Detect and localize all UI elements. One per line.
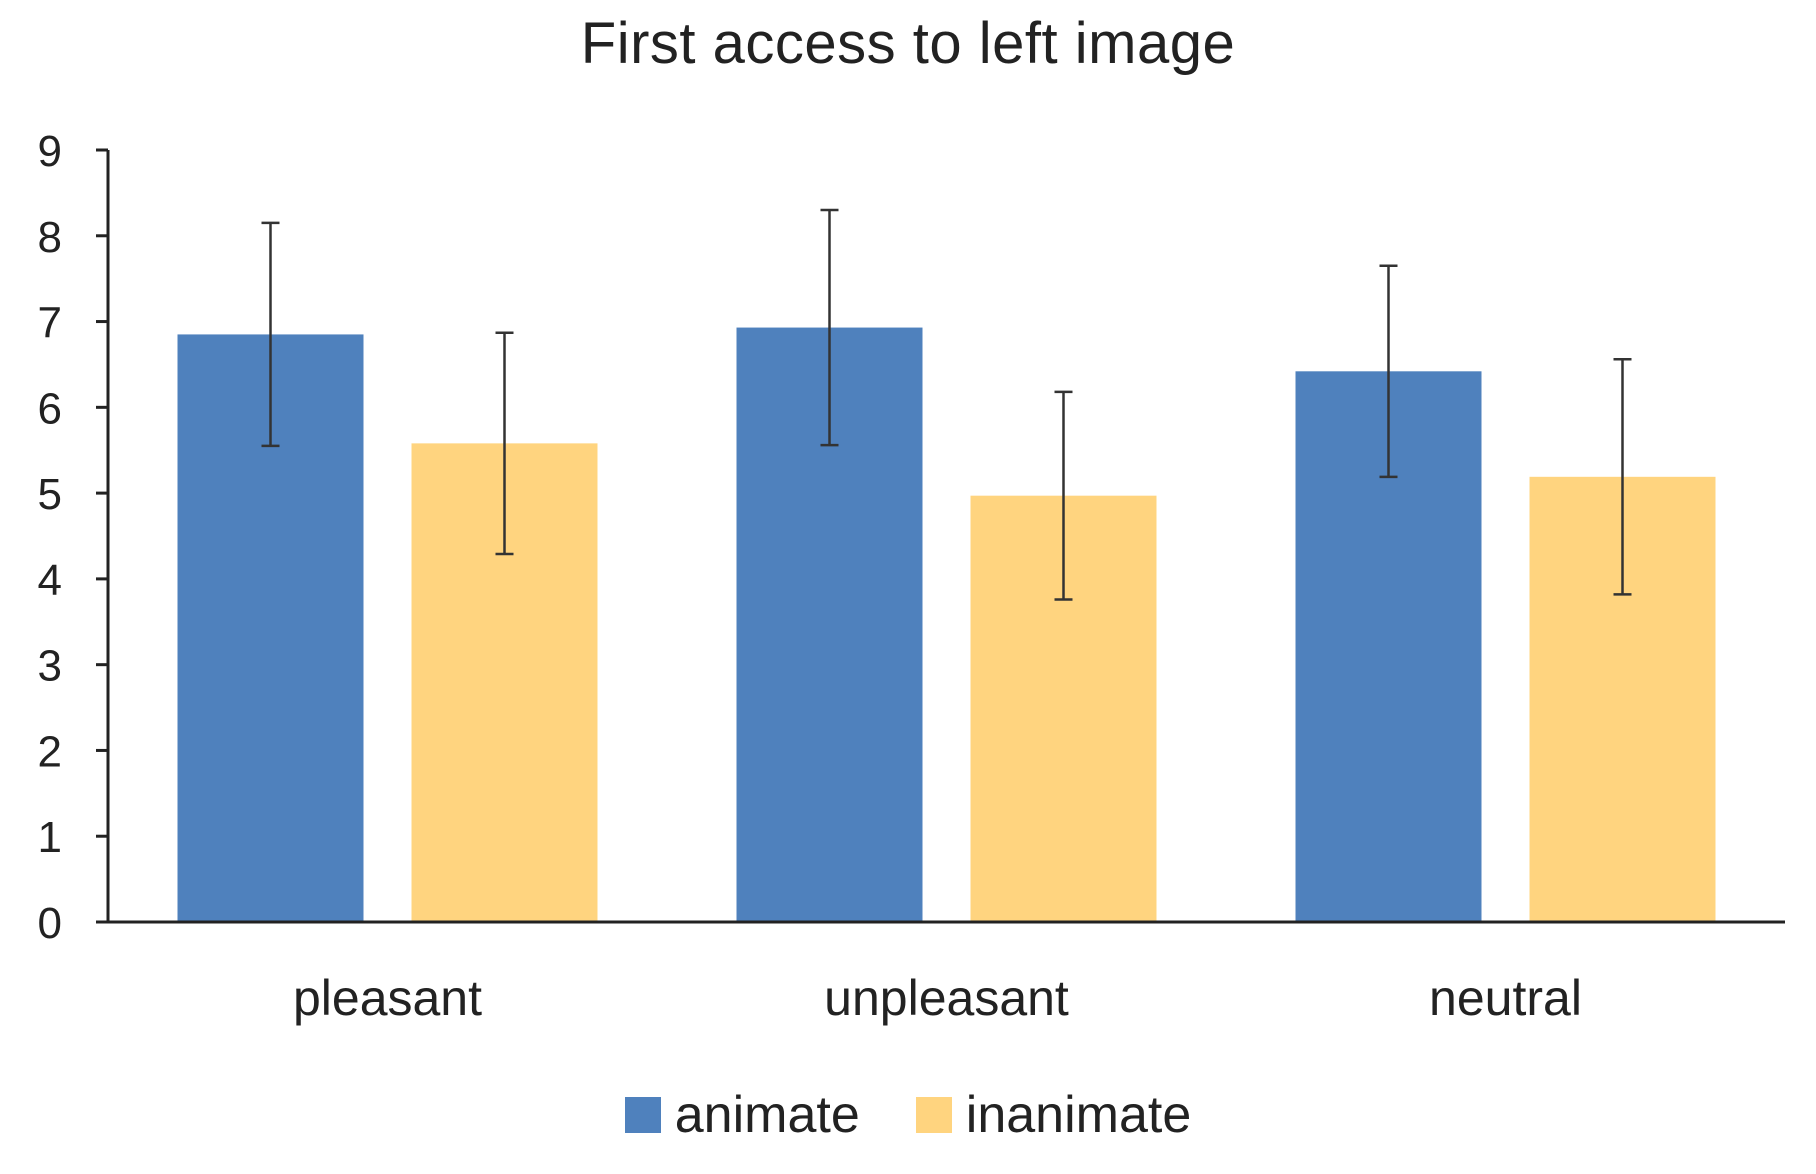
axes-group xyxy=(96,150,1785,924)
legend-label-animate: animate xyxy=(674,1086,860,1144)
error-bars-group xyxy=(261,208,1632,601)
y-tick-label-2: 2 xyxy=(38,727,62,776)
y-tick-label-1: 1 xyxy=(38,813,62,862)
chart-title: First access to left image xyxy=(580,11,1236,76)
y-tick-label-3: 3 xyxy=(38,642,62,691)
x-tick-label-pleasant: pleasant xyxy=(293,970,482,1026)
legend-swatch-animate xyxy=(624,1097,661,1133)
x-tick-label-unpleasant: unpleasant xyxy=(824,970,1069,1026)
y-tick-label-8: 8 xyxy=(38,213,62,262)
y-tick-label-6: 6 xyxy=(38,384,62,433)
y-tick-label-7: 7 xyxy=(38,299,62,348)
x-tick-label-neutral: neutral xyxy=(1429,970,1582,1026)
legend-swatch-inanimate xyxy=(915,1097,952,1133)
legend: animate inanimate xyxy=(0,1085,1816,1145)
legend-item-inanimate: inanimate xyxy=(915,1085,1192,1145)
bars-group xyxy=(177,327,1716,923)
y-tick-label-4: 4 xyxy=(38,556,62,605)
y-tick-label-0: 0 xyxy=(38,899,62,948)
legend-label-inanimate: inanimate xyxy=(965,1086,1192,1144)
legend-item-animate: animate xyxy=(624,1085,860,1145)
y-axis: 0 1 2 3 4 5 6 7 8 9 xyxy=(38,127,108,948)
x-axis: pleasant unpleasant neutral xyxy=(293,970,1582,1026)
y-tick-label-5: 5 xyxy=(38,470,62,519)
y-tick-label-9: 9 xyxy=(38,127,62,176)
